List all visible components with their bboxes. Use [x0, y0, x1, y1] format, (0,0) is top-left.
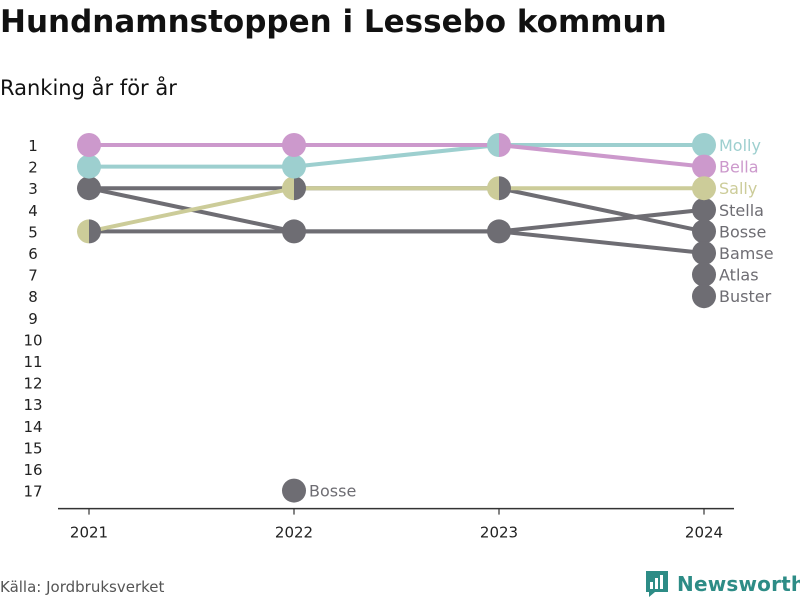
axes: 2021 2022 2023 2024123456789101112131415161…	[23, 137, 734, 542]
source-note: Källa: Jordbruksverket	[0, 578, 165, 596]
x-tick-label: 2023	[480, 524, 518, 542]
annotation-point-bosse	[282, 478, 306, 503]
point-2023-bosse-sally	[487, 176, 512, 201]
series-line-molly	[89, 143, 704, 169]
x-tick-label: 2021	[70, 524, 108, 542]
series-line-bamse	[89, 229, 705, 255]
point-2022-molly	[282, 154, 306, 179]
x-tick-label: 2024	[685, 524, 723, 542]
point-2022-stella-bamse	[282, 219, 306, 244]
series-lines	[88, 143, 705, 255]
chart-subtitle: Ranking år för år	[0, 76, 177, 100]
point-2024-stella	[692, 197, 716, 222]
point-2024-buster	[692, 284, 716, 309]
point-2021-molly	[77, 154, 101, 179]
y-tick-label: 5	[28, 223, 38, 241]
y-tick-label: 10	[23, 331, 42, 349]
series-line-bosse	[89, 186, 705, 234]
series-label-buster: Buster	[719, 287, 772, 306]
point-2023-stella-bamse	[487, 219, 511, 244]
brand-name: Newsworthy	[677, 572, 800, 596]
point-2021-stella-bosse	[77, 176, 101, 201]
y-tick-label: 7	[28, 267, 38, 285]
y-tick-label: 3	[28, 180, 38, 198]
point-2022-bosse-sally	[282, 176, 306, 201]
series-line-bella	[89, 143, 705, 169]
brand-logo: Newsworthy	[644, 570, 800, 598]
y-tick-label: 4	[28, 202, 38, 220]
series-labels: Molly Bella Sally Stella Bosse Bamse Atlas Bust…	[309, 136, 774, 501]
y-tick-label: 6	[28, 245, 38, 263]
series-label-bella: Bella	[719, 158, 759, 177]
y-tick-label: 11	[23, 353, 42, 371]
series-label-atlas: Atlas	[719, 266, 759, 285]
series-label-bosse: Bosse	[719, 222, 766, 241]
series-label-bamse: Bamse	[719, 244, 774, 263]
y-tick-label: 14	[23, 418, 42, 436]
series-label-sally: Sally	[719, 179, 757, 198]
y-tick-label: 8	[28, 288, 38, 306]
y-tick-label: 9	[28, 310, 38, 328]
y-tick-label: 17	[23, 483, 42, 501]
series-line-sally	[88, 186, 704, 234]
point-2023-molly-bella	[487, 133, 511, 157]
y-tick-label: 13	[23, 396, 42, 414]
newsworthy-logo-icon	[646, 571, 668, 597]
y-tick-label: 12	[23, 375, 42, 393]
series-line-stella	[88, 186, 705, 234]
point-2024-sally	[692, 176, 716, 201]
y-tick-label: 1	[28, 137, 38, 155]
point-2024-bella	[692, 154, 716, 179]
point-2021-bella	[77, 133, 101, 157]
point-2022-bella	[282, 133, 306, 157]
chart-title: Hundnamnstoppen i Lessebo kommun	[0, 4, 667, 40]
point-2021-bamse-sally	[77, 219, 101, 244]
series-points	[77, 133, 716, 503]
point-2024-bamse	[692, 241, 716, 265]
series-label-stella: Stella	[719, 201, 764, 220]
point-2024-atlas	[692, 262, 716, 287]
x-tick-label: 2022	[275, 524, 313, 542]
series-label-molly: Molly	[719, 136, 761, 155]
y-tick-label: 2	[28, 159, 38, 177]
point-2024-molly	[692, 133, 716, 157]
y-tick-label: 16	[23, 461, 42, 479]
y-tick-label: 15	[23, 439, 42, 457]
annotation-label-bosse: Bosse	[309, 482, 356, 501]
point-2024-bosse	[692, 219, 716, 244]
